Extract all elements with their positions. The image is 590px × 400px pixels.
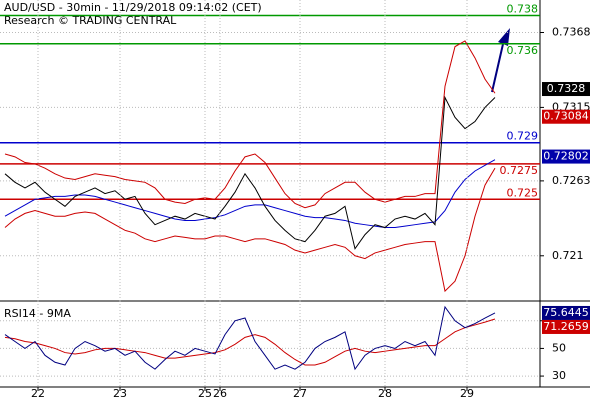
chart-subtitle: Research © TRADING CENTRAL: [4, 14, 177, 27]
x-tick-label: 28: [378, 387, 392, 400]
price-tag-label: 75.6445: [543, 306, 589, 319]
y-tick-label: 0.7263: [552, 174, 590, 187]
x-tick-label: 25: [198, 387, 212, 400]
level-label: 0.7275: [500, 164, 539, 177]
forecast-arrow: [491, 43, 504, 93]
series-line: [4, 305, 496, 371]
y-tick-label: 0.721: [552, 249, 584, 262]
series-line: [4, 167, 496, 293]
price-tag: [542, 305, 590, 320]
y-tick-label: 50: [552, 341, 566, 354]
x-tick-label: 29: [460, 387, 474, 400]
series-line: [4, 318, 496, 366]
level-label: 0.736: [507, 44, 539, 57]
level-label: 0.738: [507, 3, 539, 16]
price-tag-label: 0.73084: [543, 110, 589, 123]
price-tag: [542, 109, 590, 124]
price-tag-label: 0.72802: [543, 150, 589, 163]
level-label: 0.729: [507, 130, 539, 143]
series-line: [4, 40, 496, 209]
price-tag: [542, 82, 590, 97]
series-line: [4, 159, 496, 229]
series-line: [4, 95, 496, 250]
chart-title: AUD/USD - 30min - 11/29/2018 09:14:02 (C…: [4, 1, 262, 14]
price-tag: [542, 149, 590, 164]
x-tick-label: 22: [31, 387, 45, 400]
price-tag-label: 0.7328: [547, 82, 586, 95]
x-tick-label: 23: [113, 387, 127, 400]
y-tick-label: 30: [552, 369, 566, 382]
y-tick-label: 0.7368: [552, 26, 590, 39]
price-tag-label: 71.2659: [543, 320, 589, 333]
x-tick-label: 27: [293, 387, 307, 400]
x-tick-label: 26: [213, 387, 227, 400]
level-label: 0.725: [507, 186, 539, 199]
price-tag: [542, 319, 590, 334]
